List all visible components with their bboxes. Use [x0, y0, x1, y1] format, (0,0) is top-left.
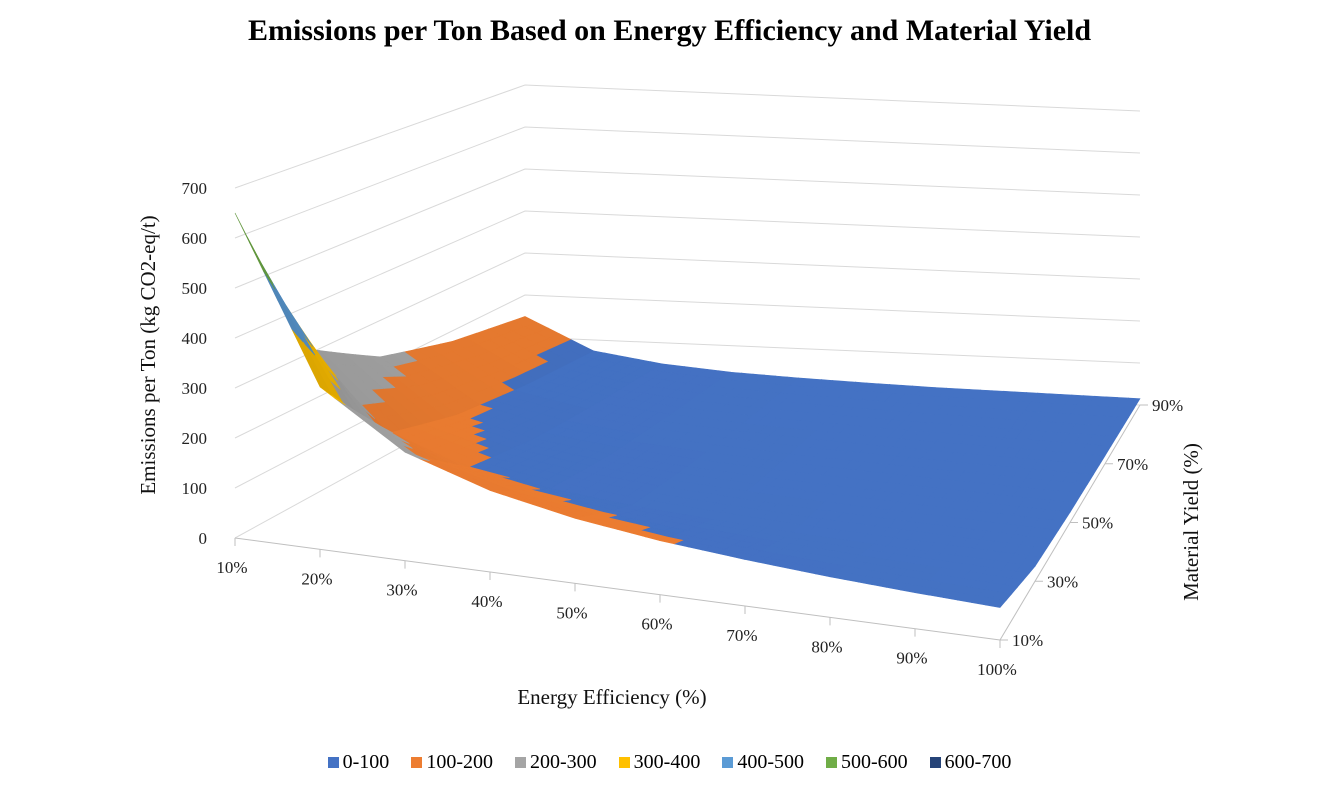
- gridline: [234, 168, 1141, 289]
- chart-title: Emissions per Ton Based on Energy Effici…: [247, 14, 1092, 47]
- surface-patch-500-600: [234, 212, 262, 264]
- z-axis-title: Emissions per Ton (kg CO2-eq/t): [136, 215, 160, 494]
- z-tick-label: 600: [182, 229, 208, 248]
- surface-patch-400-500: [263, 270, 290, 316]
- x-tick-label: 70%: [726, 626, 757, 645]
- z-tick-label: 500: [182, 279, 208, 298]
- legend-swatch: [514, 757, 526, 768]
- legend-swatch: [618, 757, 630, 768]
- legend: 0-100 100-200 200-300 300-400 400-500 500-600…: [0, 751, 1339, 774]
- y-tick-label: 70%: [1117, 455, 1148, 474]
- x-axis-line: [234, 537, 1001, 641]
- surface: [234, 212, 1141, 608]
- y-tick-label: 30%: [1047, 572, 1078, 591]
- z-tick-label: 0: [199, 529, 208, 548]
- gridline: [234, 84, 1141, 189]
- x-tick-label: 30%: [386, 581, 417, 600]
- legend-label: 200-300: [529, 751, 597, 773]
- x-tick-label: 40%: [471, 592, 502, 611]
- gridline: [234, 252, 1141, 389]
- legend-swatch: [826, 757, 837, 768]
- z-tick-label: 200: [182, 429, 208, 448]
- legend-label: 600-700: [944, 751, 1012, 773]
- legend-item: 600-700: [929, 751, 1012, 774]
- x-tick-label: 20%: [301, 569, 332, 588]
- surface-patch-400-500: [277, 299, 304, 343]
- tick-labels: 0 100 200 300 400 500 600 700 10% 20% 30% 40% 50% 60%…: [182, 179, 1184, 679]
- gridline: [234, 210, 1141, 339]
- legend-label: 400-500: [737, 751, 804, 773]
- y-tick-label: 10%: [1012, 631, 1043, 650]
- legend-item: 100-200: [411, 751, 493, 774]
- x-tick-label: 90%: [896, 649, 927, 668]
- x-tick-label: 80%: [811, 637, 842, 656]
- y-axis-title: Material Yield (%): [1179, 443, 1203, 601]
- legend-item: 300-400: [618, 751, 701, 774]
- z-tick-label: 300: [182, 379, 208, 398]
- z-tick-label: 100: [182, 479, 208, 498]
- y-tick-label: 50%: [1082, 514, 1113, 533]
- legend-item: 500-600: [826, 751, 908, 774]
- legend-item: 400-500: [722, 751, 804, 774]
- legend-label: 300-400: [633, 751, 701, 773]
- legend-label: 0-100: [342, 751, 390, 773]
- x-tick-label: 10%: [216, 558, 247, 577]
- legend-item: 0-100: [327, 751, 390, 774]
- z-tick-label: 400: [182, 329, 208, 348]
- legend-swatch: [722, 757, 734, 768]
- y-tick-label: 90%: [1152, 396, 1183, 415]
- x-tick-label: 50%: [556, 603, 587, 622]
- x-tick-label: 60%: [641, 615, 672, 634]
- x-axis-title: Energy Efficiency (%): [517, 685, 706, 709]
- gridline: [234, 126, 1141, 239]
- legend-label: 100-200: [426, 751, 493, 773]
- legend-item: 200-300: [514, 751, 597, 774]
- legend-swatch: [327, 757, 339, 768]
- legend-label: 500-600: [841, 751, 908, 773]
- floor-axes: [234, 404, 1148, 648]
- legend-swatch: [411, 757, 423, 768]
- legend-swatch: [929, 757, 941, 768]
- x-tick-label: 100%: [977, 660, 1017, 679]
- z-tick-label: 700: [182, 179, 208, 198]
